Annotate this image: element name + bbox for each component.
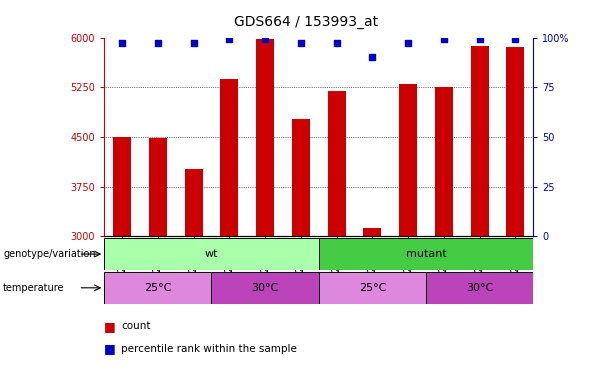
Text: 30°C: 30°C [251, 283, 279, 293]
Text: temperature: temperature [3, 283, 64, 293]
Bar [319, 272, 426, 304]
Point [439, 36, 449, 42]
Point [367, 54, 377, 60]
Bar [364, 228, 381, 236]
Bar [185, 169, 202, 236]
Point [296, 40, 306, 46]
Bar [104, 272, 211, 304]
Bar [319, 238, 533, 270]
Point [153, 40, 163, 46]
Bar [506, 47, 524, 236]
Bar [221, 79, 238, 236]
Bar [149, 138, 167, 236]
Text: 30°C: 30°C [466, 283, 493, 293]
Bar [104, 238, 319, 270]
Bar [113, 137, 131, 236]
Text: mutant: mutant [406, 249, 446, 259]
Point [511, 36, 520, 42]
Point [260, 36, 270, 42]
Point [474, 36, 484, 42]
Bar [471, 46, 489, 236]
Text: ■: ■ [104, 320, 116, 333]
Point [224, 36, 234, 42]
Point [403, 40, 413, 46]
Bar [328, 90, 346, 236]
Point [189, 40, 199, 46]
Text: 25°C: 25°C [144, 283, 172, 293]
Bar [399, 84, 417, 236]
Bar [292, 119, 310, 236]
Text: GDS664 / 153993_at: GDS664 / 153993_at [234, 15, 379, 29]
Bar [426, 272, 533, 304]
Text: wt: wt [205, 249, 218, 259]
Text: percentile rank within the sample: percentile rank within the sample [121, 344, 297, 354]
Text: genotype/variation: genotype/variation [3, 249, 96, 259]
Point [117, 40, 127, 46]
Bar [256, 39, 274, 236]
Bar [211, 272, 319, 304]
Text: 25°C: 25°C [359, 283, 386, 293]
Text: count: count [121, 321, 151, 331]
Bar [435, 87, 453, 236]
Point [332, 40, 341, 46]
Text: ■: ■ [104, 342, 116, 355]
